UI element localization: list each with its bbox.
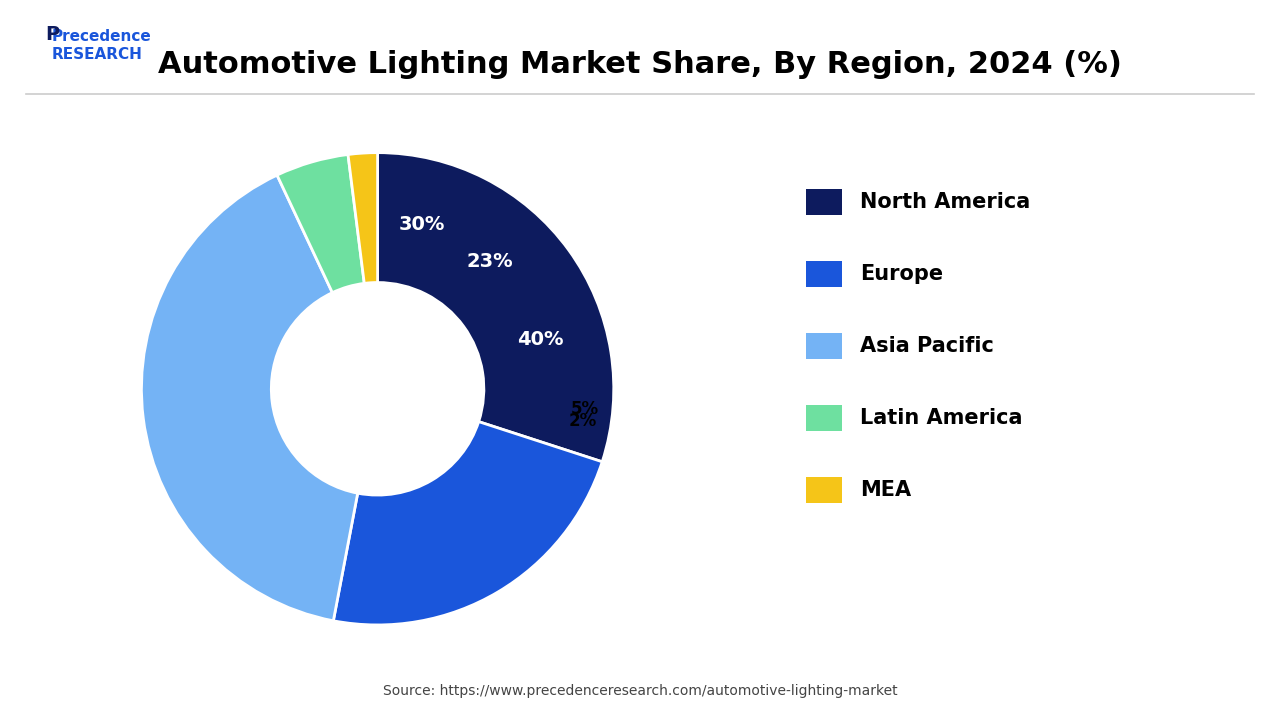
Text: MEA: MEA	[860, 480, 911, 500]
Text: 40%: 40%	[517, 330, 563, 348]
Text: 5%: 5%	[571, 400, 599, 418]
Text: Precedence
RESEARCH: Precedence RESEARCH	[51, 29, 151, 63]
Wedge shape	[276, 155, 365, 292]
Text: 30%: 30%	[398, 215, 444, 234]
Text: Europe: Europe	[860, 264, 943, 284]
Text: P: P	[45, 25, 59, 44]
Text: Automotive Lighting Market Share, By Region, 2024 (%): Automotive Lighting Market Share, By Reg…	[157, 50, 1123, 79]
Wedge shape	[333, 422, 602, 625]
Text: 2%: 2%	[568, 413, 596, 431]
Text: Latin America: Latin America	[860, 408, 1023, 428]
Text: 23%: 23%	[467, 252, 513, 271]
Text: Asia Pacific: Asia Pacific	[860, 336, 995, 356]
Wedge shape	[348, 153, 378, 284]
Wedge shape	[142, 175, 357, 621]
Text: North America: North America	[860, 192, 1030, 212]
Text: Source: https://www.precedenceresearch.com/automotive-lighting-market: Source: https://www.precedenceresearch.c…	[383, 685, 897, 698]
Wedge shape	[378, 153, 613, 462]
